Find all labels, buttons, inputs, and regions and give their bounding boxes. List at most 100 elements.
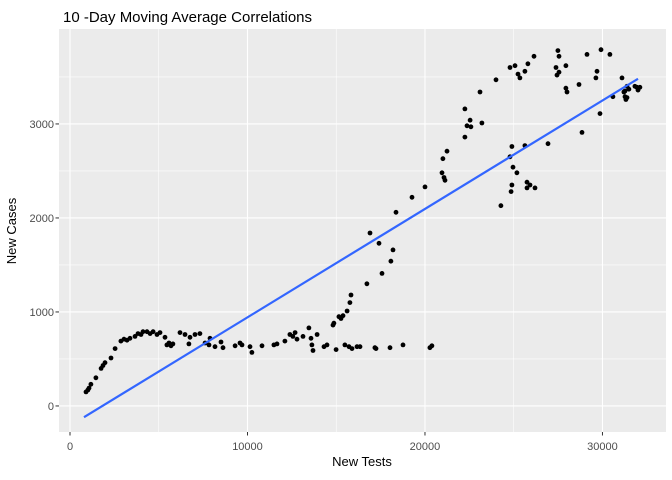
x-tick-label: 10000 <box>232 441 263 453</box>
data-point <box>619 75 625 81</box>
x-tick-label: 20000 <box>410 441 441 453</box>
data-point <box>150 329 156 335</box>
chart-title: 10 -Day Moving Average Correlations <box>63 9 312 26</box>
data-point <box>517 75 523 81</box>
plot-panel <box>59 29 666 432</box>
data-point <box>187 334 193 340</box>
data-point <box>493 77 499 83</box>
data-point <box>112 346 118 351</box>
data-point <box>525 61 531 67</box>
data-point <box>376 240 382 246</box>
data-point <box>626 86 632 92</box>
data-point <box>524 179 530 185</box>
data-point <box>212 344 218 350</box>
data-point <box>367 230 373 236</box>
data-point <box>509 182 515 188</box>
scatter-points <box>83 47 643 395</box>
data-point <box>594 68 600 74</box>
data-point <box>170 341 176 347</box>
data-point <box>555 48 561 53</box>
data-point <box>393 209 399 215</box>
data-point <box>314 332 320 337</box>
data-point <box>220 345 226 351</box>
data-point <box>512 63 518 69</box>
data-point <box>324 342 330 348</box>
data-point <box>527 182 533 188</box>
data-point <box>108 355 114 361</box>
data-point <box>477 89 483 95</box>
data-point <box>290 334 296 339</box>
trend-line <box>83 77 639 419</box>
data-point <box>300 334 306 339</box>
x-axis-title: New Tests <box>332 454 392 469</box>
data-point <box>344 308 350 314</box>
y-tick-label: 0 <box>48 401 54 413</box>
data-point <box>515 71 521 77</box>
data-point <box>247 344 253 350</box>
data-point <box>373 346 379 351</box>
data-point <box>186 341 192 347</box>
data-point <box>340 313 346 319</box>
data-point <box>331 320 337 326</box>
data-point <box>607 52 613 57</box>
y-tick-labels: 0 1000 2000 3000 <box>30 119 54 413</box>
data-point <box>409 194 415 200</box>
data-point <box>509 144 515 149</box>
x-tick-labels: 0 10000 20000 30000 <box>67 441 618 453</box>
data-point <box>197 331 203 336</box>
data-point <box>292 330 298 335</box>
data-point <box>624 95 630 100</box>
data-point <box>468 124 474 130</box>
data-point <box>545 141 551 147</box>
data-point <box>177 330 183 335</box>
data-point <box>576 82 582 87</box>
data-point <box>357 344 363 350</box>
data-point <box>507 65 513 70</box>
data-point <box>308 335 314 341</box>
data-point <box>294 336 300 342</box>
data-point <box>442 177 448 183</box>
data-point <box>444 148 450 154</box>
data-point <box>306 325 312 331</box>
data-point <box>348 292 354 298</box>
data-point <box>379 271 385 276</box>
y-tick-label: 2000 <box>30 213 54 225</box>
data-point <box>579 130 585 135</box>
gridlines-minor <box>59 29 666 432</box>
data-point <box>88 381 94 387</box>
data-point <box>593 75 599 81</box>
data-point <box>597 111 603 116</box>
data-point <box>479 120 485 126</box>
data-point <box>508 189 514 195</box>
data-point <box>218 339 224 345</box>
data-point <box>387 345 393 351</box>
x-tick-label: 0 <box>67 441 73 453</box>
data-point <box>498 203 504 209</box>
data-point <box>282 338 288 344</box>
data-point <box>309 342 315 348</box>
data-point <box>347 300 353 305</box>
data-point <box>622 88 628 94</box>
data-point <box>102 360 108 366</box>
data-point <box>206 342 212 348</box>
data-point <box>532 185 538 191</box>
data-point <box>553 65 559 70</box>
data-point <box>259 343 265 349</box>
data-point <box>192 332 198 337</box>
data-point <box>232 343 238 349</box>
data-point <box>467 117 473 123</box>
data-point <box>556 53 562 59</box>
data-point <box>86 385 92 391</box>
data-point <box>390 247 396 253</box>
data-point <box>400 342 406 348</box>
data-point <box>310 348 316 353</box>
data-point <box>93 375 99 381</box>
data-point <box>157 330 163 335</box>
data-point <box>440 156 446 162</box>
data-point <box>598 47 604 53</box>
data-point <box>342 342 348 348</box>
data-point <box>182 332 188 337</box>
data-point <box>249 350 255 355</box>
data-point <box>162 334 168 340</box>
